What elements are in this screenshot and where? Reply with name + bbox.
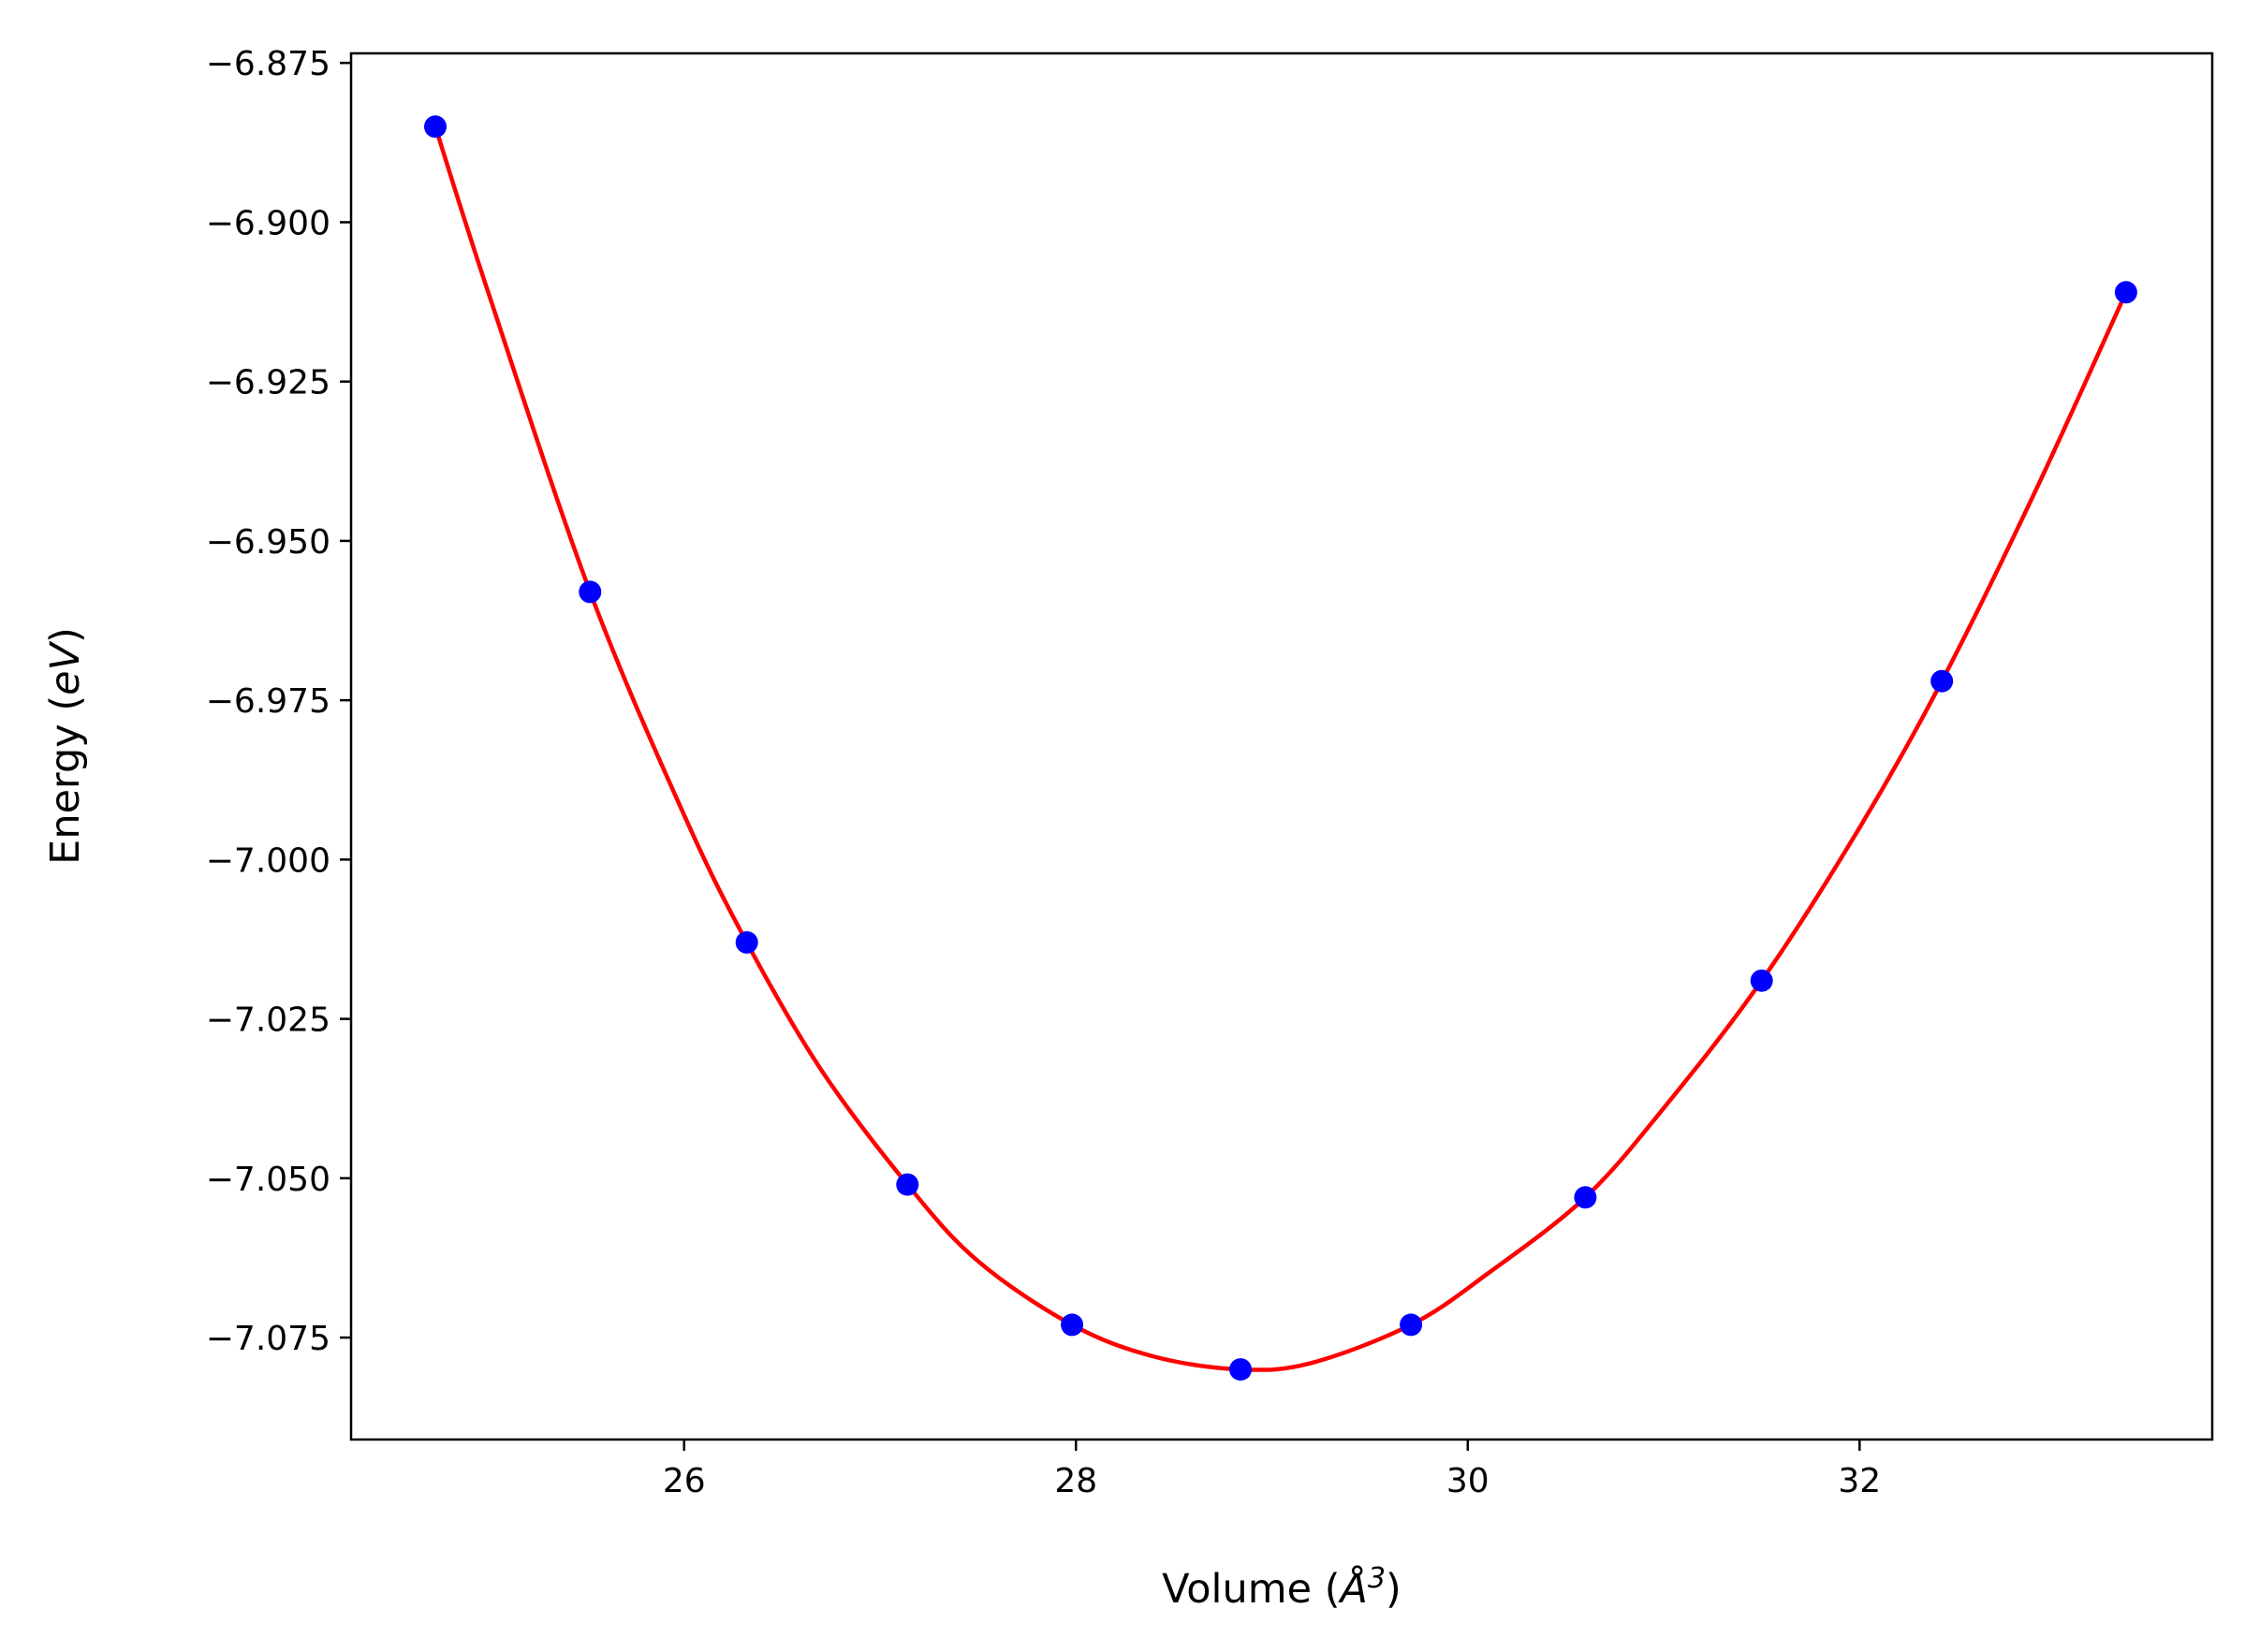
- y-tick-label: −6.975: [206, 682, 330, 721]
- y-tick-label: −6.925: [206, 364, 330, 402]
- data-point: [1930, 669, 1954, 693]
- data-point: [1400, 1313, 1423, 1337]
- x-axis-title: Volume (Å3): [1162, 1562, 1401, 1613]
- data-point: [1061, 1313, 1084, 1337]
- data-point: [1574, 1186, 1597, 1209]
- plot-frame: [349, 51, 2214, 1441]
- data-point: [424, 115, 447, 139]
- x-axis-ticks: 26 28 30 32: [663, 1440, 1881, 1500]
- data-point: [735, 930, 758, 954]
- y-tick-label: −6.900: [206, 204, 330, 242]
- data-point: [896, 1173, 919, 1196]
- y-tick-label: −6.875: [206, 45, 330, 83]
- y-axis-title: Energy (eV): [42, 627, 89, 865]
- x-tick-label: 32: [1838, 1462, 1881, 1500]
- x-tick-label: 28: [1054, 1462, 1097, 1500]
- x-tick-label: 30: [1446, 1462, 1489, 1500]
- x-tick-label: 26: [663, 1462, 706, 1500]
- y-tick-label: −7.000: [206, 841, 330, 880]
- data-points-layer: [424, 115, 2137, 1382]
- y-tick-label: −7.075: [206, 1320, 330, 1358]
- y-tick-label: −6.950: [206, 523, 330, 562]
- y-tick-label: −7.025: [206, 1001, 330, 1040]
- y-axis-ticks: −6.875 −6.900 −6.925 −6.950 −6.975 −7.000 −7.0…: [206, 45, 351, 1358]
- data-point: [579, 580, 602, 604]
- data-point: [1229, 1358, 1253, 1382]
- data-point: [1750, 969, 1773, 992]
- data-point: [2114, 281, 2137, 304]
- y-tick-label: −7.050: [206, 1161, 330, 1199]
- plot-background: [351, 53, 2212, 1440]
